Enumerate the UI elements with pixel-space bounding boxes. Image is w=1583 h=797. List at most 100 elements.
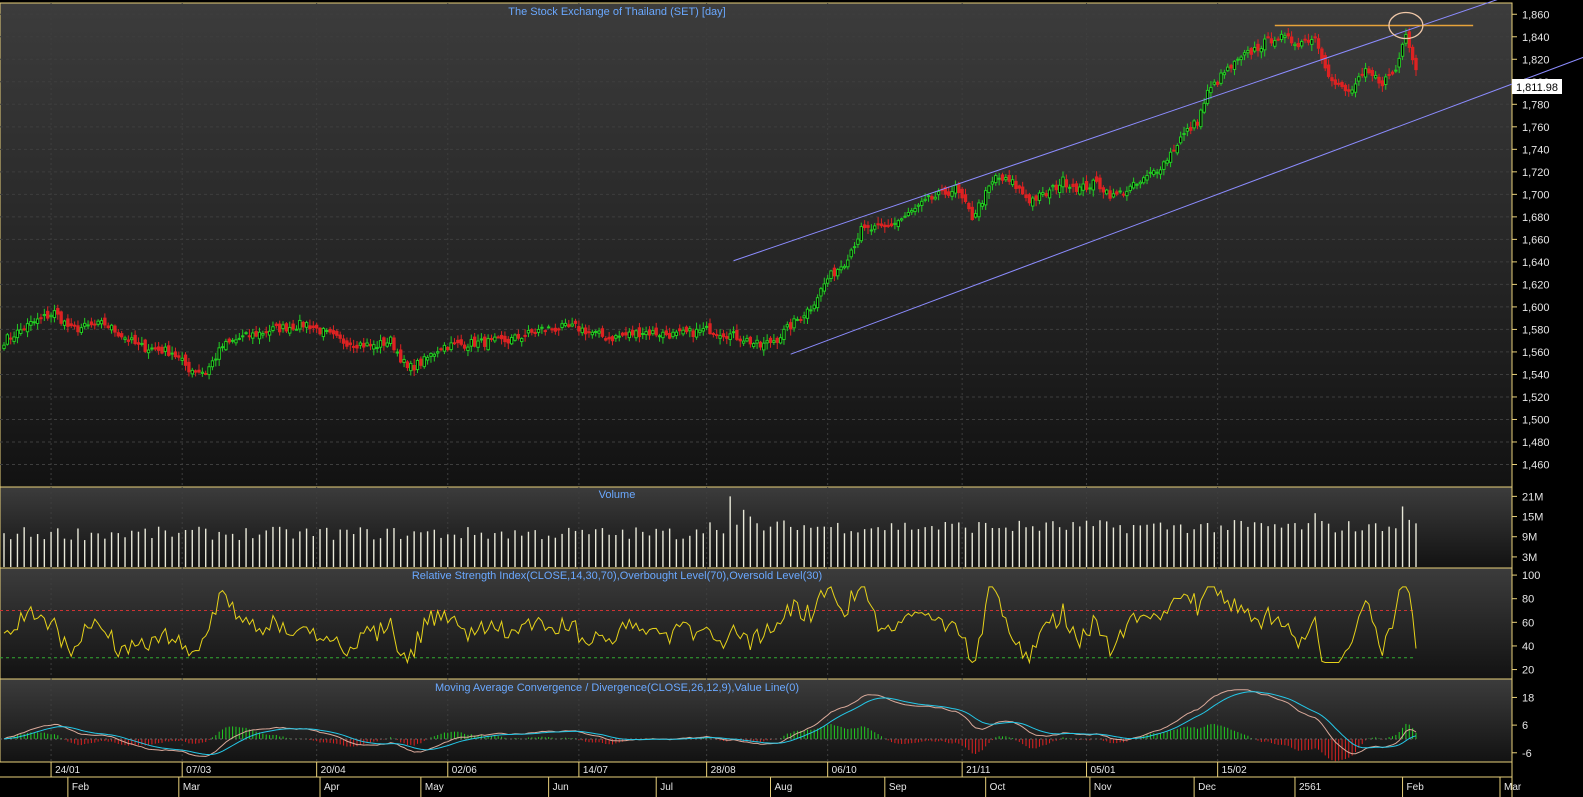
candle-body <box>1101 187 1106 193</box>
candle-body <box>614 335 618 339</box>
candle-body <box>32 321 36 324</box>
candle-body <box>1320 48 1324 60</box>
candle-body <box>1222 72 1227 76</box>
candle-body <box>967 202 971 210</box>
candle-body <box>728 333 732 341</box>
candle-body <box>217 347 221 360</box>
x-top-label: 07/03 <box>186 765 211 776</box>
candle-body <box>1310 38 1314 45</box>
price-tick-label: 1,600 <box>1522 302 1550 314</box>
candle-body <box>805 308 810 319</box>
candle-body <box>1205 89 1210 104</box>
price-tick-label: 1,640 <box>1522 257 1550 269</box>
candle-body <box>1246 49 1250 54</box>
candle-body <box>789 322 793 330</box>
candle-body <box>540 326 544 329</box>
candle-body <box>886 224 890 227</box>
candle-body <box>469 338 473 347</box>
candle-body <box>792 318 796 329</box>
candle-body <box>254 331 258 337</box>
candle-body <box>1407 31 1411 48</box>
candle-body <box>1064 179 1069 188</box>
candle-body <box>849 249 853 258</box>
candle-body <box>462 344 467 349</box>
candle-body <box>671 331 675 338</box>
candle-body <box>234 339 238 344</box>
candle-body <box>641 332 645 335</box>
candle-body <box>721 333 726 338</box>
candle-body <box>76 325 80 333</box>
candle-body <box>378 340 383 348</box>
rsi-tick-label: 80 <box>1522 594 1534 606</box>
candle-body <box>456 339 460 344</box>
candle-body <box>1192 120 1196 129</box>
candle-body <box>664 330 668 336</box>
candle-body <box>25 323 30 333</box>
rsi-tick-label: 60 <box>1522 617 1534 629</box>
candle-body <box>314 324 319 329</box>
candle-body <box>274 323 278 326</box>
candle-body <box>718 335 722 339</box>
candle-body <box>496 336 500 339</box>
candle-body <box>439 348 443 351</box>
candle-body <box>694 328 699 338</box>
rsi-tick-label: 100 <box>1522 570 1540 582</box>
candle-body <box>977 202 981 218</box>
candle-body <box>12 336 16 342</box>
price-tick-label: 1,720 <box>1522 167 1550 179</box>
candle-body <box>573 320 578 324</box>
x-top-label: 05/01 <box>1091 765 1116 776</box>
candle-body <box>257 331 262 340</box>
candle-body <box>809 309 813 312</box>
candle-body <box>610 336 615 342</box>
candle-body <box>587 331 591 334</box>
candle-body <box>483 336 487 347</box>
candle-body <box>19 329 23 334</box>
candle-body <box>1017 185 1021 189</box>
candle-body <box>983 190 988 206</box>
candle-body <box>701 328 705 332</box>
x-bottom-label: Jun <box>553 782 569 793</box>
candle-body <box>35 318 40 324</box>
candle-body <box>708 323 712 335</box>
candle-body <box>452 342 457 345</box>
candle-body <box>778 337 783 344</box>
candle-body <box>1400 43 1405 57</box>
candle-body <box>476 340 480 348</box>
candle-body <box>657 335 662 338</box>
candle-body <box>1152 170 1156 176</box>
x-bottom-label: Oct <box>990 782 1006 793</box>
candle-body <box>446 346 450 351</box>
candle-body <box>846 259 850 268</box>
volume-panel-title: Volume <box>599 489 636 501</box>
candle-body <box>654 327 658 336</box>
candle-body <box>1323 55 1327 69</box>
price-tick-label: 1,680 <box>1522 212 1550 224</box>
candle-body <box>345 340 349 347</box>
candle-body <box>66 318 70 327</box>
candle-body <box>785 324 790 328</box>
candle-body <box>1252 46 1257 52</box>
candle-body <box>1330 77 1334 82</box>
volume-tick-label: 15M <box>1522 512 1543 524</box>
candle-body <box>1172 149 1176 152</box>
candle-body <box>1105 189 1109 195</box>
candle-body <box>1024 194 1028 199</box>
candle-body <box>1397 57 1401 68</box>
x-top-label: 24/01 <box>55 765 80 776</box>
candle-body <box>227 338 231 343</box>
candle-body <box>913 207 917 212</box>
candle-body <box>926 195 931 198</box>
candle-body <box>661 331 665 339</box>
candle-body <box>715 334 719 337</box>
candle-body <box>372 344 376 350</box>
candle-body <box>782 328 786 341</box>
candle-body <box>580 327 584 334</box>
price-tick-label: 1,580 <box>1522 324 1550 336</box>
candle-body <box>980 203 984 207</box>
candle-body <box>1118 190 1122 193</box>
candle-body <box>388 336 393 345</box>
candle-body <box>752 343 756 348</box>
candle-body <box>906 211 911 217</box>
candle-body <box>392 337 396 351</box>
